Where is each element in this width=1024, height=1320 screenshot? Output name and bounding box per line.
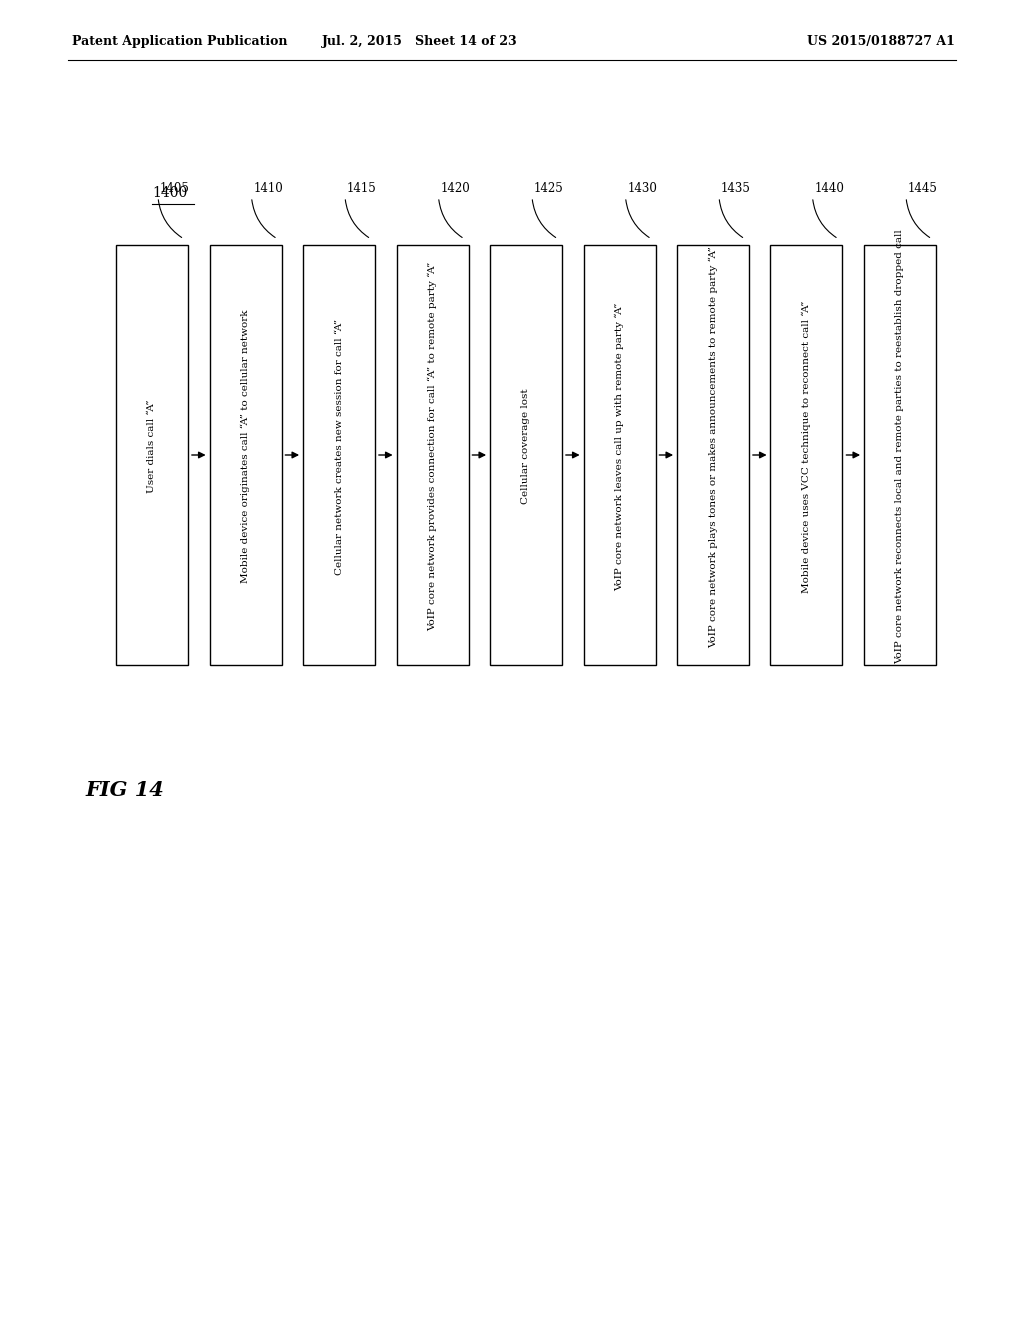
Text: 1420: 1420 xyxy=(440,182,470,195)
Bar xyxy=(210,246,282,665)
Text: Cellular network creates new session for call “A”: Cellular network creates new session for… xyxy=(335,318,343,574)
Text: 1430: 1430 xyxy=(628,182,657,195)
Bar xyxy=(584,246,655,665)
Text: VoIP core network leaves call up with remote party “A”: VoIP core network leaves call up with re… xyxy=(614,302,625,591)
Text: 1425: 1425 xyxy=(534,182,564,195)
Text: User dials call “A”: User dials call “A” xyxy=(147,400,157,494)
Text: 1440: 1440 xyxy=(814,182,845,195)
Bar xyxy=(677,246,749,665)
Text: Mobile device originates call “A” to cellular network: Mobile device originates call “A” to cel… xyxy=(241,310,250,583)
Text: Mobile device uses VCC technique to reconnect call “A”: Mobile device uses VCC technique to reco… xyxy=(802,301,811,593)
Bar xyxy=(490,246,562,665)
Text: 1445: 1445 xyxy=(908,182,938,195)
Bar xyxy=(396,246,469,665)
Text: VoIP core network plays tones or makes announcements to remote party “A”: VoIP core network plays tones or makes a… xyxy=(709,246,718,648)
Text: VoIP core network reconnects local and remote parties to reestablish dropped cal: VoIP core network reconnects local and r… xyxy=(896,230,904,664)
Text: VoIP core network provides connection for call “A” to remote party “A”: VoIP core network provides connection fo… xyxy=(428,261,437,631)
Text: 1435: 1435 xyxy=(721,182,751,195)
Bar xyxy=(303,246,375,665)
Text: Cellular coverage lost: Cellular coverage lost xyxy=(521,389,530,504)
Text: FIG 14: FIG 14 xyxy=(85,780,164,800)
Bar xyxy=(864,246,936,665)
Bar xyxy=(770,246,843,665)
Text: 1400: 1400 xyxy=(152,186,187,201)
Bar xyxy=(116,246,188,665)
Text: 1415: 1415 xyxy=(347,182,377,195)
Text: Jul. 2, 2015   Sheet 14 of 23: Jul. 2, 2015 Sheet 14 of 23 xyxy=(323,36,518,49)
Text: Patent Application Publication: Patent Application Publication xyxy=(72,36,288,49)
Text: 1410: 1410 xyxy=(254,182,284,195)
Text: 1405: 1405 xyxy=(160,182,189,195)
Text: US 2015/0188727 A1: US 2015/0188727 A1 xyxy=(807,36,955,49)
